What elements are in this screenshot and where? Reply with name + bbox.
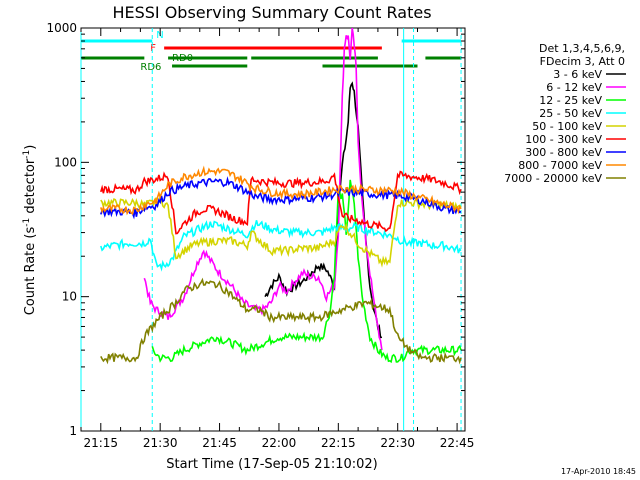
y-axis-title-start: Count Rate (s	[23, 227, 38, 316]
legend-entry-label: 300 - 800 keV	[525, 146, 602, 159]
y-axis-title-mid: detector	[23, 158, 38, 218]
legend-entry-label: 7000 - 20000 keV	[504, 172, 602, 185]
legend-entry-label: 800 - 7000 keV	[518, 159, 602, 172]
x-tick-label: 22:45	[440, 436, 475, 450]
legend: Det 1,3,4,5,6,9, FDecim 3, Att 0 3 - 6 k…	[504, 42, 626, 185]
y-tick-label: 1000	[46, 21, 77, 35]
legend-header-line-2: FDecim 3, Att 0	[540, 55, 625, 68]
x-tick-label: 21:15	[83, 436, 118, 450]
y-axis-title-end: )	[23, 145, 38, 150]
series-line-800-7000-kev	[100, 165, 462, 216]
y-axis-title-sup2: -1	[22, 150, 32, 159]
x-tick-label: 21:45	[202, 436, 237, 450]
y-axis-title: Count Rate (s-1 detector-1)	[22, 145, 38, 316]
legend-entry-label: 50 - 100 keV	[532, 120, 602, 133]
flag-label-rd0: RD0	[172, 53, 193, 64]
flag-label-f: F	[150, 43, 156, 54]
legend-entry-label: 100 - 300 keV	[525, 133, 602, 146]
x-tick-label: 22:15	[321, 436, 356, 450]
legend-header-line-1: Det 1,3,4,5,6,9,	[539, 42, 625, 55]
x-tick-label: 22:00	[262, 436, 297, 450]
legend-entry-label: 25 - 50 keV	[539, 107, 602, 120]
series-line-7000-20000-kev	[100, 277, 462, 365]
y-tick-label: 1	[69, 424, 77, 438]
series-line-12-25-kev	[151, 179, 462, 364]
chart-title: HESSI Observing Summary Count Rates	[112, 3, 431, 22]
series-line-100-300-kev	[100, 170, 462, 235]
flags-layer: NFRD0RD6	[81, 30, 462, 73]
y-tick-label: 100	[54, 155, 77, 169]
x-tick-label: 22:30	[380, 436, 415, 450]
vertical-lines-layer	[80, 28, 462, 431]
legend-entry-label: 6 - 12 keV	[546, 81, 602, 94]
date-stamp: 17-Apr-2010 18:45	[561, 467, 636, 476]
series-line-300-800-kev	[100, 176, 462, 220]
x-tick-label: 21:30	[143, 436, 178, 450]
flag-label-rd6: RD6	[140, 62, 161, 73]
x-axis-title: Start Time (17-Sep-05 21:10:02)	[166, 457, 377, 472]
y-tick-label: 10	[62, 290, 77, 304]
legend-entry-label: 3 - 6 keV	[553, 68, 602, 81]
y-axis-title-sup: -1	[22, 218, 32, 227]
series-layer	[100, 27, 462, 365]
legend-entry-label: 12 - 25 keV	[539, 94, 602, 107]
series-line-6-12-kev	[143, 27, 383, 351]
series-line-25-50-kev	[100, 220, 462, 272]
series-line-3-6-kev	[264, 81, 383, 339]
ticks-layer: 1 10 100 1000 21:15 21:30 21:45 22:00 22:15 22:30…	[46, 21, 474, 450]
